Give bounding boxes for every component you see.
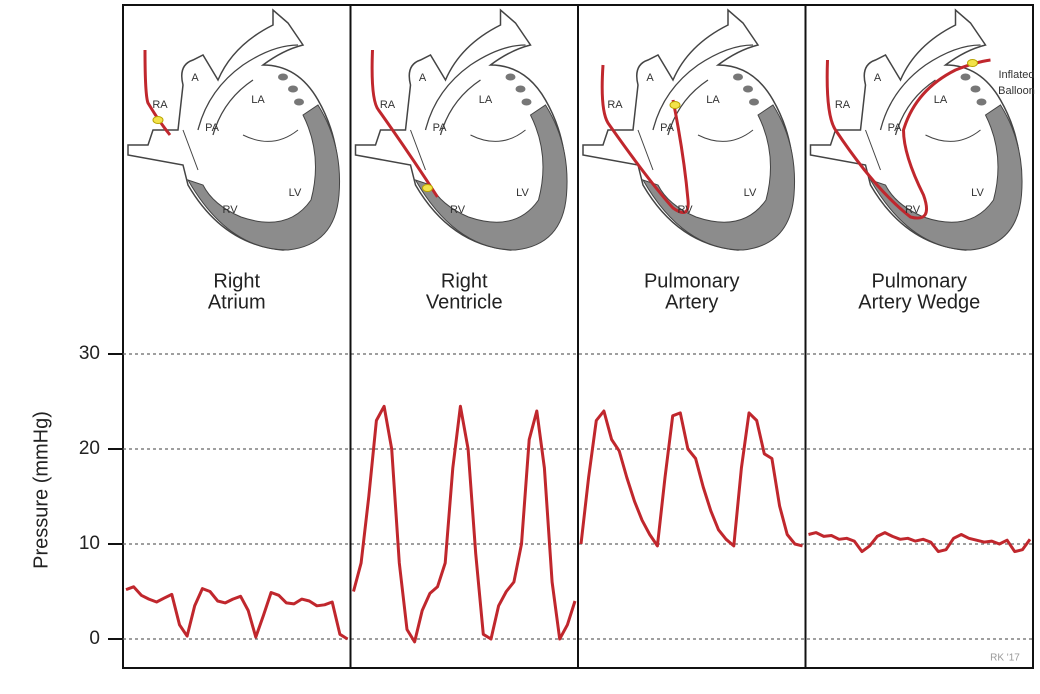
y-tick-label: 20 — [79, 438, 100, 459]
heart-label: LA — [934, 94, 948, 106]
balloon-label: Inflated — [998, 69, 1034, 81]
heart-label: LA — [479, 94, 493, 106]
catheter-tip — [422, 184, 433, 192]
panel-title: Pulmonary — [871, 270, 967, 292]
catheter — [825, 58, 991, 220]
pressure-line — [352, 404, 577, 644]
heart-diagram: A RA LA PA RV LV Inflated Balloon — [809, 9, 1035, 251]
balloon-label: Balloon — [998, 85, 1035, 97]
panel-title: Artery Wedge — [858, 291, 980, 313]
panel-title: Artery — [665, 291, 718, 313]
heart-label: PA — [660, 122, 675, 134]
catheter — [600, 64, 690, 214]
y-axis-label: Pressure (mmHg) — [30, 411, 52, 569]
catheter-tip — [669, 101, 681, 109]
pressure-line — [808, 531, 1032, 554]
heart-label: RA — [152, 99, 168, 111]
heart-label: LA — [251, 94, 265, 106]
catheter-tip — [152, 116, 164, 124]
heart-label: LV — [971, 187, 984, 199]
heart-label: PA — [433, 122, 448, 134]
heart-label: RA — [607, 99, 623, 111]
heart-label: LV — [744, 187, 757, 199]
heart-label: A — [646, 72, 654, 84]
catheter-tip — [967, 59, 978, 67]
y-tick-label: 0 — [89, 628, 100, 649]
heart-label: PA — [205, 122, 220, 134]
catheter — [143, 49, 172, 136]
pressure-line — [579, 409, 803, 548]
heart-label: A — [191, 72, 199, 84]
heart-label: LV — [516, 187, 529, 199]
heart-label: RA — [380, 99, 396, 111]
panel-title: Right — [441, 270, 488, 292]
heart-label: LV — [289, 187, 302, 199]
heart-diagram: A RA LA PA RV LV — [127, 9, 341, 251]
heart-label: A — [419, 72, 427, 84]
panel-title: Ventricle — [426, 291, 503, 313]
heart-diagram: A RA LA PA RV LV — [354, 9, 568, 251]
heart-diagram: A RA LA PA RV LV — [582, 9, 796, 251]
catheter — [370, 49, 439, 198]
panel-title: Pulmonary — [644, 270, 740, 292]
heart-label: LA — [706, 94, 720, 106]
y-tick-label: 30 — [79, 343, 100, 364]
heart-label: RV — [222, 204, 238, 216]
panel-title: Right — [213, 270, 260, 292]
heart-label: A — [874, 72, 882, 84]
heart-label: RV — [677, 204, 693, 216]
pressure-line — [125, 585, 349, 641]
y-tick-label: 10 — [79, 533, 100, 554]
heart-label: PA — [888, 122, 903, 134]
credit: RK '17 — [990, 653, 1020, 664]
heart-label: RA — [835, 99, 851, 111]
panel-title: Atrium — [208, 291, 266, 313]
heart-label: RV — [905, 204, 921, 216]
heart-label: RV — [450, 204, 466, 216]
